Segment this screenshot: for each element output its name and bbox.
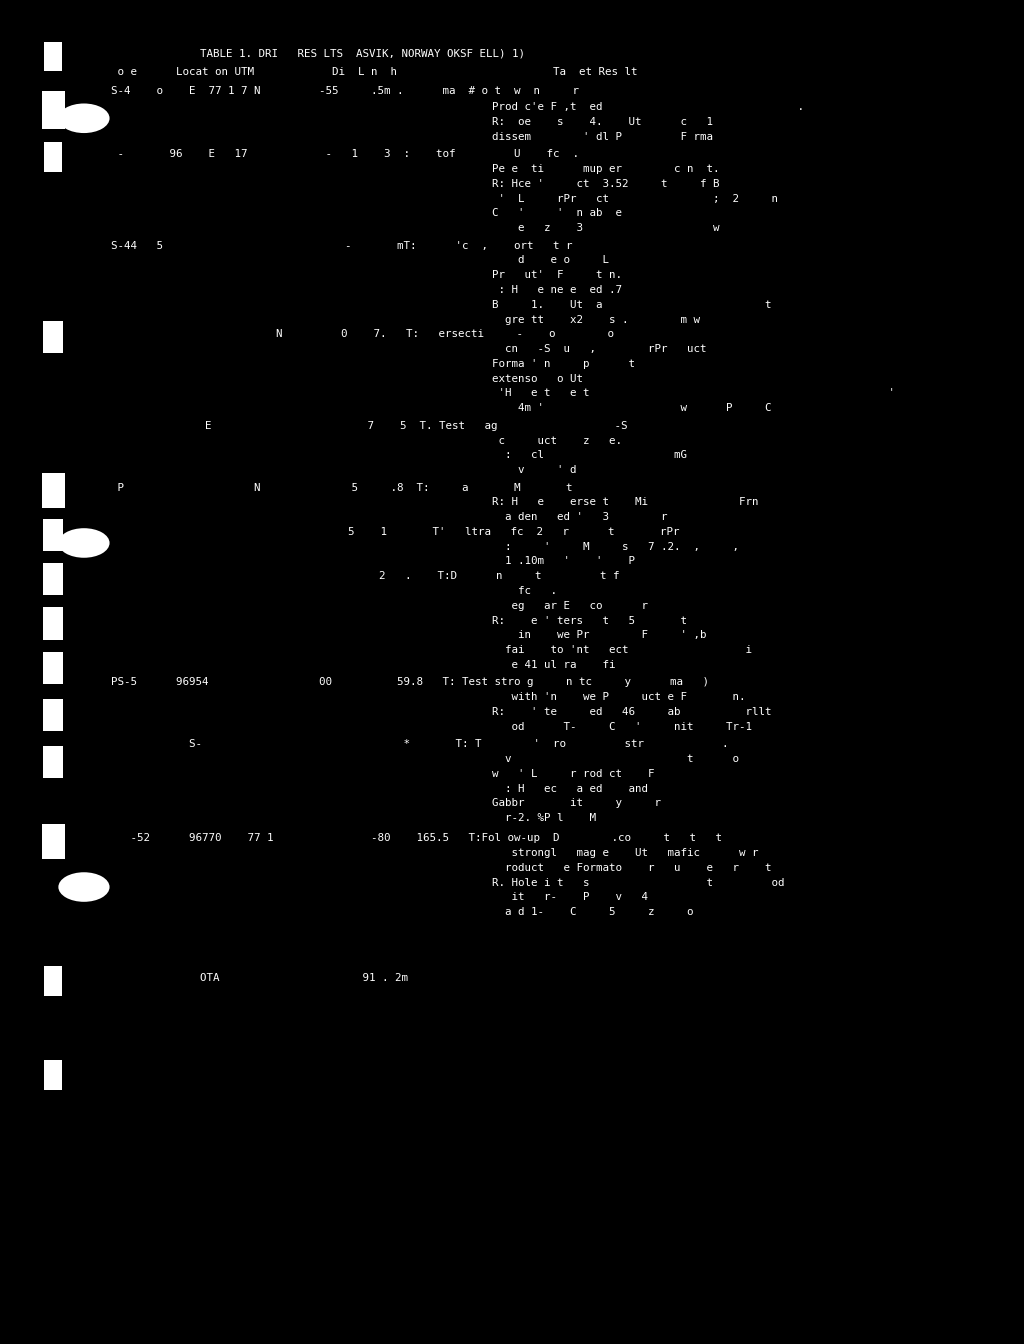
Ellipse shape bbox=[58, 528, 110, 558]
Text: :     '     M     s   7 .2.  ,     ,: : ' M s 7 .2. , , bbox=[492, 542, 738, 551]
Text: Forma ' n     p      t: Forma ' n p t bbox=[492, 359, 635, 368]
Text: 4m '                     w      P     C: 4m ' w P C bbox=[492, 403, 771, 413]
Text: R:    e ' ters   t   5       t: R: e ' ters t 5 t bbox=[492, 616, 686, 625]
Text: cn   -S  u   ,        rPr   uct: cn -S u , rPr uct bbox=[492, 344, 706, 353]
Ellipse shape bbox=[58, 872, 110, 902]
FancyBboxPatch shape bbox=[43, 607, 63, 640]
Text: strongl   mag e    Ut   mafic      w r: strongl mag e Ut mafic w r bbox=[492, 848, 758, 857]
Text: R: H   e    erse t    Mi              Frn: R: H e erse t Mi Frn bbox=[492, 497, 758, 507]
Text: S-                               *       T: T        '  ro         str          : S- * T: T ' ro str bbox=[111, 739, 728, 749]
Text: S-44   5                            -       mT:      'c  ,    ort   t r: S-44 5 - mT: 'c , ort t r bbox=[111, 241, 572, 250]
FancyBboxPatch shape bbox=[42, 824, 65, 859]
Text: S-4    o    E  77 1 7 N         -55     .5m .      ma  # o t  w  n     r: S-4 o E 77 1 7 N -55 .5m . ma # o t w n … bbox=[111, 86, 579, 95]
Text: 5    1       T'   ltra   fc  2   r      t       rPr: 5 1 T' ltra fc 2 r t rPr bbox=[348, 527, 680, 536]
Text: R:    ' te     ed   46     ab          rllt: R: ' te ed 46 ab rllt bbox=[492, 707, 771, 716]
Text: a den   ed '   3        r: a den ed ' 3 r bbox=[492, 512, 667, 521]
Text: w   ' L     r rod ct    F: w ' L r rod ct F bbox=[492, 769, 654, 778]
Text: 1 .10m   '    '    P: 1 .10m ' ' P bbox=[492, 556, 635, 566]
Text: a d 1-    C     5     z     o: a d 1- C 5 z o bbox=[492, 907, 693, 917]
Text: -       96    E   17            -   1    3  :    tof         U    fc  .: - 96 E 17 - 1 3 : tof U fc . bbox=[111, 149, 579, 159]
Text: E                        7    5  T. Test   ag                  -S: E 7 5 T. Test ag -S bbox=[205, 421, 628, 430]
Text: TABLE 1. DRI   RES LTS  ASVIK, NORWAY OKSF ELL) 1): TABLE 1. DRI RES LTS ASVIK, NORWAY OKSF … bbox=[200, 48, 524, 58]
Text: R. Hole i t   s                  t         od: R. Hole i t s t od bbox=[492, 878, 784, 887]
FancyBboxPatch shape bbox=[43, 321, 63, 353]
Text: Gabbr       it     y     r: Gabbr it y r bbox=[492, 798, 660, 808]
FancyBboxPatch shape bbox=[44, 966, 62, 996]
Text: e 41 ul ra    fi: e 41 ul ra fi bbox=[492, 660, 615, 669]
Text: r-2. %P l    M: r-2. %P l M bbox=[492, 813, 596, 823]
Text: e   z    3                    w: e z 3 w bbox=[492, 223, 719, 233]
Text: C   '     '  n ab  e: C ' ' n ab e bbox=[492, 208, 622, 218]
FancyBboxPatch shape bbox=[43, 746, 63, 778]
Text: it   r-    P    v   4: it r- P v 4 bbox=[492, 892, 647, 902]
FancyBboxPatch shape bbox=[42, 473, 65, 508]
Text: v                           t      o: v t o bbox=[492, 754, 738, 763]
Text: fc   .: fc . bbox=[492, 586, 556, 595]
FancyBboxPatch shape bbox=[43, 652, 63, 684]
Text: PS-5      96954                 00          59.8   T: Test stro g     n tc     y: PS-5 96954 00 59.8 T: Test stro g n tc y bbox=[111, 677, 709, 687]
FancyBboxPatch shape bbox=[43, 563, 63, 595]
Text: Pr   ut'  F     t n.: Pr ut' F t n. bbox=[492, 270, 622, 280]
FancyBboxPatch shape bbox=[44, 42, 62, 71]
Text: -52      96770    77 1               -80    165.5   T:Fol ow-up  D        .co   : -52 96770 77 1 -80 165.5 T:Fol ow-up D .… bbox=[111, 833, 722, 843]
Text: : H   ec   a ed    and: : H ec a ed and bbox=[492, 784, 647, 793]
Text: B     1.    Ut  a                         t: B 1. Ut a t bbox=[492, 300, 771, 309]
Text: OTA                      91 . 2m: OTA 91 . 2m bbox=[200, 973, 408, 982]
Text: d    e o     L: d e o L bbox=[492, 255, 608, 265]
Text: eg   ar E   co      r: eg ar E co r bbox=[492, 601, 647, 610]
Text: R:  oe    s    4.    Ut      c   1: R: oe s 4. Ut c 1 bbox=[492, 117, 713, 126]
Text: fai    to 'nt   ect                  i: fai to 'nt ect i bbox=[492, 645, 752, 655]
Text: v     ' d: v ' d bbox=[492, 465, 577, 474]
Text: dissem        ' dl P         F rma: dissem ' dl P F rma bbox=[492, 132, 713, 141]
Ellipse shape bbox=[58, 103, 110, 133]
FancyBboxPatch shape bbox=[44, 142, 62, 172]
Text: c     uct    z   e.: c uct z e. bbox=[492, 435, 622, 445]
Text: in    we Pr        F     ' ,b: in we Pr F ' ,b bbox=[492, 630, 706, 640]
Text: o e      Locat on UTM            Di  L n  h                        Ta  et Res lt: o e Locat on UTM Di L n h Ta et Res lt bbox=[111, 67, 637, 77]
Text: N         0    7.   T:   ersecti     -    o        o: N 0 7. T: ersecti - o o bbox=[276, 329, 614, 339]
FancyBboxPatch shape bbox=[44, 1060, 62, 1090]
Text: Prod c'e F ,t  ed                              .: Prod c'e F ,t ed . bbox=[492, 102, 804, 112]
Text: : H   e ne e  ed .7: : H e ne e ed .7 bbox=[492, 285, 622, 294]
FancyBboxPatch shape bbox=[42, 91, 65, 129]
FancyBboxPatch shape bbox=[43, 519, 63, 551]
Text: 'H   e t   e t                                              ': 'H e t e t ' bbox=[492, 388, 895, 398]
FancyBboxPatch shape bbox=[43, 699, 63, 731]
Text: gre tt    x2    s .        m w: gre tt x2 s . m w bbox=[492, 314, 699, 324]
Text: roduct   e Formato    r   u    e   r    t: roduct e Formato r u e r t bbox=[492, 863, 771, 872]
Text: with 'n    we P     uct e F       n.: with 'n we P uct e F n. bbox=[492, 692, 745, 702]
Text: R: Hce '     ct  3.52     t     f B: R: Hce ' ct 3.52 t f B bbox=[492, 179, 719, 188]
Text: extenso   o Ut: extenso o Ut bbox=[492, 374, 583, 383]
Text: :   cl                    mG: : cl mG bbox=[492, 450, 686, 460]
Text: 2   .    T:D      n     t         t f: 2 . T:D n t t f bbox=[379, 571, 620, 581]
Text: od      T-     C   '     nit     Tr-1: od T- C ' nit Tr-1 bbox=[492, 722, 752, 731]
Text: '  L     rPr   ct                ;  2     n: ' L rPr ct ; 2 n bbox=[492, 194, 777, 203]
Text: Pe e  ti      mup er        c n  t.: Pe e ti mup er c n t. bbox=[492, 164, 719, 173]
Text: P                    N              5     .8  T:     a       M       t: P N 5 .8 T: a M t bbox=[111, 482, 572, 492]
